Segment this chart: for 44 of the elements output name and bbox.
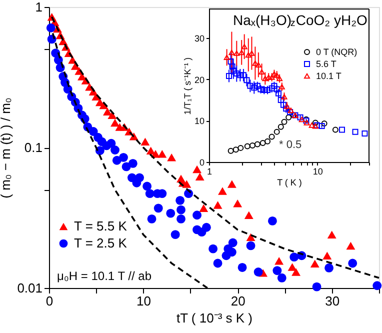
- y-tick-label: 20: [194, 74, 204, 85]
- point: [158, 150, 167, 158]
- point: [218, 187, 227, 195]
- point: [292, 268, 300, 276]
- x-tick-label: 10: [136, 294, 152, 308]
- legend-label: 10.1 T: [316, 71, 342, 81]
- point: [102, 108, 112, 116]
- legend-label: T = 2.5 K: [74, 236, 128, 250]
- y-tick-label: 10: [194, 116, 204, 126]
- point: [244, 211, 254, 220]
- point: [346, 242, 356, 250]
- x-axis-title: tT ( 10⁻³ s K ): [176, 310, 252, 326]
- y-tick-label: 1: [35, 0, 42, 14]
- annotation: μ₀H = 10.1 T // ab: [57, 269, 152, 283]
- legend-label: 0 T (NQR): [316, 47, 358, 57]
- y-tick-label: 0.1: [24, 140, 42, 155]
- point: [199, 204, 208, 212]
- point: [322, 252, 332, 260]
- x-tick-label: 20: [230, 294, 246, 308]
- y-tick-label: 0.01: [17, 280, 42, 296]
- x-tick-label: 30: [325, 294, 340, 308]
- point: [110, 118, 120, 127]
- y-axis-title: 1/T₁T ( s⁻¹K⁻¹ ): [182, 57, 192, 115]
- y-tick-label: 30: [194, 33, 204, 44]
- point: [213, 201, 222, 209]
- point: [274, 256, 284, 265]
- y-tick-label: 0: [199, 158, 204, 168]
- point: [246, 233, 256, 242]
- point: [140, 138, 150, 146]
- x-axis-title: T ( K ): [277, 178, 302, 188]
- annotation: * 0.5: [279, 139, 302, 151]
- point: [182, 180, 192, 188]
- point: [288, 263, 297, 271]
- point: [227, 180, 236, 188]
- point: [192, 165, 202, 174]
- x-tick-label: 0: [46, 294, 54, 308]
- point: [167, 154, 176, 162]
- point: [310, 260, 320, 268]
- point: [233, 200, 242, 208]
- y-axis-title: ( m₀ − m (t) ) / m₀: [0, 98, 14, 198]
- legend-label: 5.6 T: [316, 59, 337, 69]
- point: [327, 230, 336, 238]
- legend-label: T = 5.5 K: [74, 218, 128, 234]
- point: [195, 172, 204, 181]
